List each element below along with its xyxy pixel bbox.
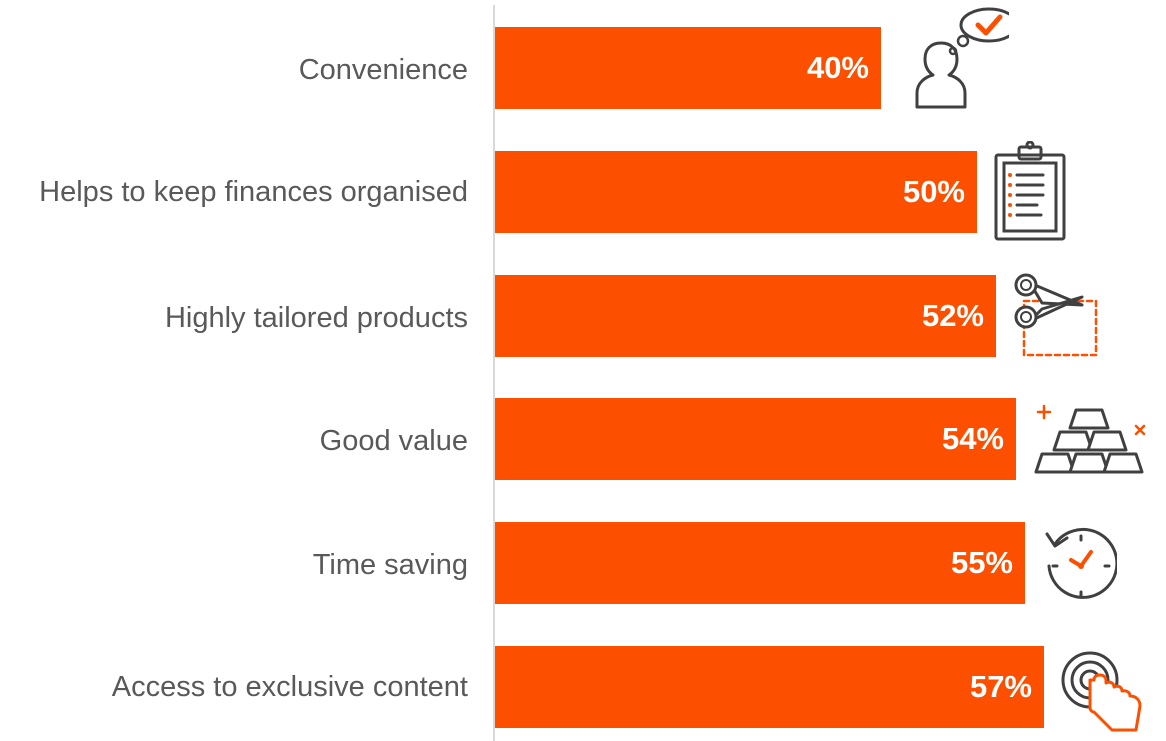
data-label: 40% xyxy=(806,50,869,85)
clock-icon xyxy=(1041,522,1119,605)
data-label: 57% xyxy=(969,669,1032,704)
data-label: 52% xyxy=(921,298,984,333)
data-label: 50% xyxy=(902,174,965,209)
bar: 52% xyxy=(495,275,996,357)
category-axis-line xyxy=(493,5,495,741)
scissors-icon xyxy=(1012,273,1098,364)
thinking-person-icon xyxy=(897,7,1019,116)
target-tap-icon xyxy=(1060,650,1144,739)
clipboard-icon xyxy=(993,140,1067,246)
bar: 55% xyxy=(495,522,1025,604)
bar: 57% xyxy=(495,646,1044,728)
category-label: Good value xyxy=(319,425,468,457)
bar: 50% xyxy=(495,151,977,233)
gold-bars-icon xyxy=(1032,404,1148,483)
data-label: 54% xyxy=(941,421,1004,456)
category-label: Convenience xyxy=(298,54,468,86)
bar: 40% xyxy=(495,27,881,109)
category-label: Helps to keep finances organised xyxy=(39,176,468,208)
category-label: Highly tailored products xyxy=(164,302,468,334)
bar: 54% xyxy=(495,398,1016,480)
category-label: Time saving xyxy=(312,549,468,581)
category-label: Access to exclusive content xyxy=(111,671,468,703)
data-label: 55% xyxy=(950,545,1013,580)
